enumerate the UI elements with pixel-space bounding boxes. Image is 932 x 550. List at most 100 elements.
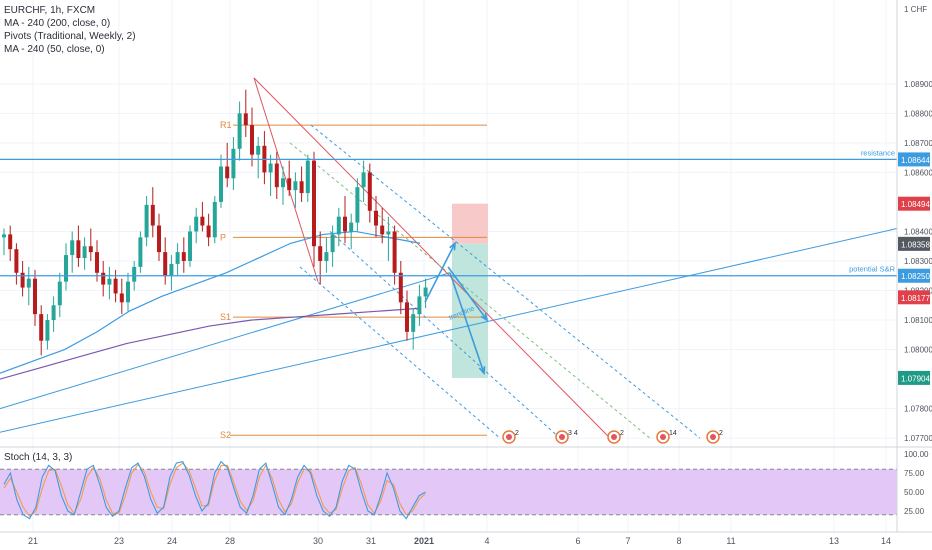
x-tick-label: 13: [829, 536, 839, 546]
candle-body: [330, 234, 335, 253]
price-badge-value: 1.08644: [901, 156, 930, 165]
candle-body: [20, 272, 25, 288]
candle-body: [219, 166, 223, 202]
legend: EURCHF, 1h, FXCM MA - 240 (200, close, 0…: [4, 4, 136, 56]
position-tool: [452, 203, 488, 378]
drawing-tools: trendline: [0, 77, 898, 439]
candle-body: [150, 204, 155, 226]
price-badge: [898, 370, 930, 385]
x-tick-label: 4: [484, 536, 489, 546]
candle-body: [386, 231, 391, 235]
event-count: 2: [620, 430, 624, 437]
price-badge: [898, 290, 930, 305]
candle-body: [57, 281, 62, 306]
price-badge-value: 1.08177: [901, 294, 930, 303]
candle-body: [206, 225, 211, 238]
candle-body: [138, 237, 143, 267]
x-tick-label: 21: [28, 536, 38, 546]
pivot-label-s2: S2: [220, 430, 231, 440]
candle-body: [392, 231, 397, 273]
stoch-tick-label: 75.00: [904, 469, 925, 478]
candle-body: [126, 281, 130, 303]
candle-body: [157, 225, 161, 253]
candle-body: [305, 160, 310, 194]
candle-body: [144, 204, 149, 238]
candle-body: [113, 278, 118, 294]
price-badge: [898, 268, 930, 283]
event-count: 14: [669, 430, 677, 437]
price-badge: [898, 196, 930, 211]
stoch-title[interactable]: Stoch (14, 3, 3): [4, 452, 73, 463]
price-badge-value: 1.08250: [901, 272, 930, 281]
legend-ma50[interactable]: MA - 240 (50, close, 0): [4, 44, 105, 55]
event-count: 2: [515, 430, 519, 437]
candle-body: [243, 113, 248, 126]
candle-body: [405, 302, 409, 332]
candle-body: [26, 278, 31, 288]
price-tick-label: 1.08600: [904, 168, 932, 177]
candle-body: [181, 252, 186, 261]
projection-arrow: [449, 272, 485, 374]
stoch-tick-label: 50.00: [904, 488, 925, 497]
event-flag-icon: [506, 434, 512, 440]
pivot-label-s1: S1: [220, 312, 231, 322]
candle-body: [268, 163, 273, 173]
candle-body: [281, 178, 285, 188]
candle-body: [336, 216, 341, 235]
price-badge-value: 1.08358: [901, 240, 930, 249]
candle-body: [8, 234, 13, 250]
candle-body: [119, 293, 124, 303]
event-count: 2: [719, 430, 723, 437]
price-tick-label: 1.08000: [904, 346, 932, 355]
x-tick-label: 31: [366, 536, 376, 546]
hline-label: resistance: [861, 148, 895, 157]
candle-body: [398, 272, 403, 303]
legend-symbol[interactable]: EURCHF, 1h, FXCM: [4, 5, 96, 16]
arrow-head: [480, 313, 489, 322]
x-tick-label: 30: [313, 536, 323, 546]
candle-body: [132, 266, 137, 282]
price-badge: [898, 152, 930, 167]
candle-body: [417, 296, 422, 315]
hline-label: potential S&R: [849, 265, 895, 274]
pivot-label-p: P: [220, 232, 226, 242]
pivot-levels: R1 P S1 S2: [220, 120, 487, 440]
long-trendline: [0, 228, 898, 433]
candle-body: [318, 246, 323, 261]
candle-body: [88, 246, 93, 253]
x-tick-label: 7: [625, 536, 630, 546]
currency-label: 1 CHF: [904, 5, 927, 14]
red-swing-line: [253, 77, 319, 282]
candle-body: [367, 172, 372, 211]
ma200-line: [0, 307, 421, 380]
candle-body: [374, 210, 378, 226]
arrow-head: [478, 366, 486, 376]
candle-body: [76, 240, 81, 259]
candle-body: [175, 252, 180, 264]
price-tick-label: 1.08300: [904, 257, 932, 266]
candle-body: [33, 278, 37, 315]
moving-averages: [0, 230, 421, 380]
candle-body: [51, 305, 56, 321]
grid-lines: [0, 0, 897, 532]
x-tick-label: 28: [225, 536, 235, 546]
candle-body: [293, 181, 298, 191]
candle-body: [14, 249, 19, 273]
legend-pivots[interactable]: Pivots (Traditional, Weekly, 2): [4, 31, 136, 42]
price-badges: 1.08644 1.08494 1.08358 1.08250 1.08177 1.079…: [898, 152, 930, 385]
candle-body: [324, 252, 329, 261]
event-flag-icon: [660, 434, 666, 440]
candle-body: [380, 225, 385, 235]
event-flag-icon: [611, 434, 617, 440]
price-tick-label: 1.08700: [904, 139, 932, 148]
candle-body: [312, 160, 316, 247]
x-tick-label: 11: [726, 536, 735, 546]
candle-body: [194, 216, 199, 232]
price-tick-label: 1.07700: [904, 434, 932, 443]
x-tick-label: 14: [881, 536, 891, 546]
candle-body: [107, 278, 112, 285]
legend-ma200[interactable]: MA - 240 (200, close, 0): [4, 18, 111, 29]
candle-body: [349, 222, 354, 232]
